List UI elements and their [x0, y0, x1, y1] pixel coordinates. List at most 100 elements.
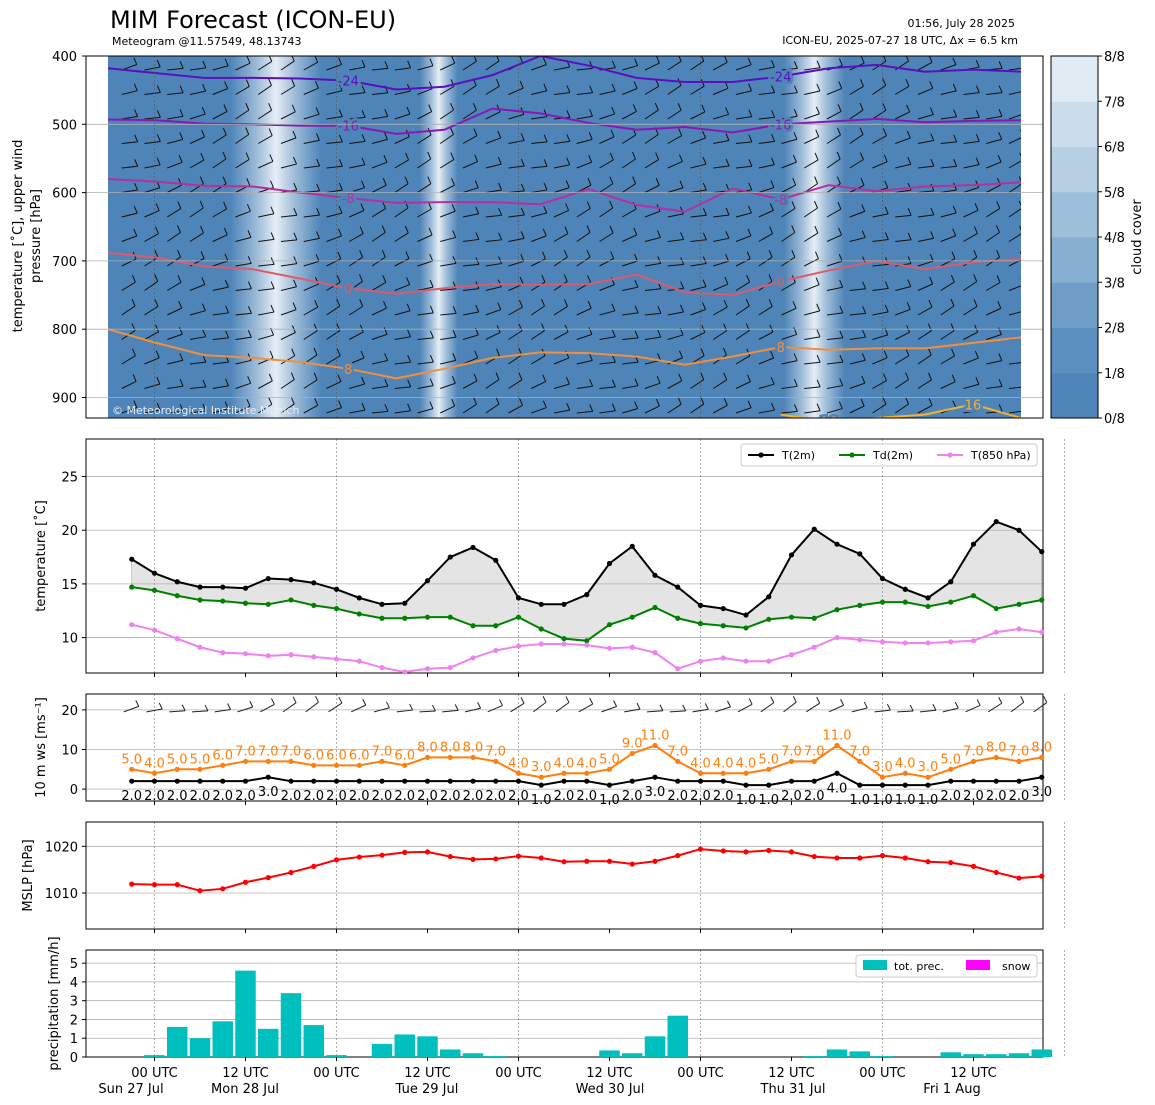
data-point: [652, 604, 658, 611]
wind-barb-flag: [179, 379, 184, 387]
data-point: [788, 552, 795, 558]
wind-barb-flag: [906, 130, 911, 139]
legend-box: [740, 443, 1038, 467]
wind-barb-flag: [952, 205, 957, 214]
wind-barb-flag: [657, 306, 662, 314]
wind-barb: [371, 307, 387, 316]
wind-barb-flag: [883, 154, 888, 162]
wind-barb-flag: [474, 154, 479, 162]
mean-wind-point: [743, 782, 749, 788]
wind-barb-flag: [862, 306, 867, 314]
wind-barb: [690, 111, 706, 120]
wind-barb-flag: [405, 152, 410, 161]
wind-barb: [781, 410, 798, 414]
data-point: [879, 575, 886, 582]
legend-label: T(2m): [781, 449, 815, 462]
mean-data-label: 2.0: [508, 789, 529, 804]
wind-barb-flag: [315, 231, 320, 239]
wind-barb: [553, 140, 570, 144]
mean-data-label: 2.0: [963, 789, 984, 804]
gust-data-label: 7.0: [781, 744, 802, 759]
wind-barb: [303, 260, 320, 267]
wind-barb-flag: [316, 183, 321, 192]
wind-barb: [371, 184, 387, 193]
wind-barb-flag: [611, 106, 616, 115]
wind-barb-flag: [407, 403, 412, 411]
wind-barb-flag: [156, 110, 161, 118]
wind-barb: [781, 232, 796, 242]
mslp-point: [356, 854, 362, 860]
x-tick-label: 00 UTC: [677, 1066, 723, 1081]
wind-barb-flag: [202, 329, 207, 337]
wind-barb: [394, 258, 410, 267]
mean-wind-point: [879, 782, 886, 788]
wind-barb: [212, 111, 228, 120]
data-point: [1039, 597, 1045, 603]
wind-barb: [917, 114, 934, 120]
wind-barb-flag: [725, 107, 730, 115]
wind-barb-flag: [975, 157, 980, 165]
mean-data-label: 3.0: [645, 785, 666, 800]
wind-barb-flag: [179, 85, 184, 93]
wind-barb: [872, 288, 889, 291]
wind-barb-flag: [361, 157, 366, 165]
gust-data-label: 3.0: [531, 760, 552, 775]
wind-barb-flag: [791, 201, 796, 209]
gust-point: [743, 770, 749, 776]
wind-barb: [826, 234, 842, 242]
wind-barb-flag: [156, 59, 161, 68]
y-tick-label: 4: [70, 976, 78, 991]
wind-barb: [781, 138, 798, 144]
data-point: [993, 605, 999, 612]
x-tick-label: 12 UTC: [222, 1066, 268, 1081]
wind-barb-flag: [222, 176, 227, 184]
precip-bar: [417, 1036, 438, 1057]
wind-barb: [895, 239, 912, 242]
wind-barb: [599, 159, 614, 169]
wind-barb-flag: [950, 298, 955, 307]
wind-barb-flag: [838, 227, 843, 236]
y-tick-label: 700: [52, 255, 77, 270]
mean-wind-point: [470, 778, 476, 784]
day-label: Thu 31 Jul: [760, 1082, 826, 1097]
gust-point: [879, 774, 886, 780]
wind-barb-flag: [974, 203, 979, 211]
wind-barb: [781, 282, 796, 291]
wind-barb: [715, 706, 731, 713]
data-point: [424, 578, 431, 584]
wind-barb-flag: [381, 249, 386, 258]
wind-barb: [690, 263, 707, 267]
data-point: [129, 622, 135, 628]
gust-data-label: 8.0: [440, 740, 461, 755]
wind-barb: [531, 235, 547, 242]
wind-barb: [553, 187, 570, 193]
wind-barb-flag: [495, 396, 500, 405]
wind-barb: [576, 307, 592, 316]
wind-barb: [189, 284, 206, 291]
wind-barb: [235, 210, 251, 218]
wind-barb: [371, 359, 388, 365]
wind-barb-flag: [702, 232, 707, 240]
wind-barb: [280, 163, 297, 169]
wind-barb-flag: [636, 702, 641, 710]
wind-barb: [394, 159, 409, 169]
gust-point: [1039, 754, 1045, 761]
wind-barb-flag: [610, 129, 615, 137]
gust-data-label: 4.0: [508, 756, 529, 771]
wind-barb: [531, 165, 548, 169]
wind-barb-flag: [771, 59, 775, 68]
data-point: [857, 637, 863, 643]
wind-barb: [713, 165, 730, 169]
mslp-point: [857, 855, 863, 861]
wind-barb-flag: [384, 61, 389, 69]
wind-barb-flag: [884, 180, 889, 189]
wind-barb: [940, 116, 957, 120]
mean-data-label: 2.0: [121, 789, 142, 804]
legend-label: T(850 hPa): [970, 449, 1031, 462]
day-label: Tue 29 Jul: [395, 1082, 459, 1097]
gust-point: [174, 766, 180, 772]
gust-data-label: 9.0: [622, 736, 643, 751]
wind-barb-flag: [542, 696, 547, 703]
wind-barb: [917, 61, 933, 71]
wind-barb: [622, 234, 638, 242]
